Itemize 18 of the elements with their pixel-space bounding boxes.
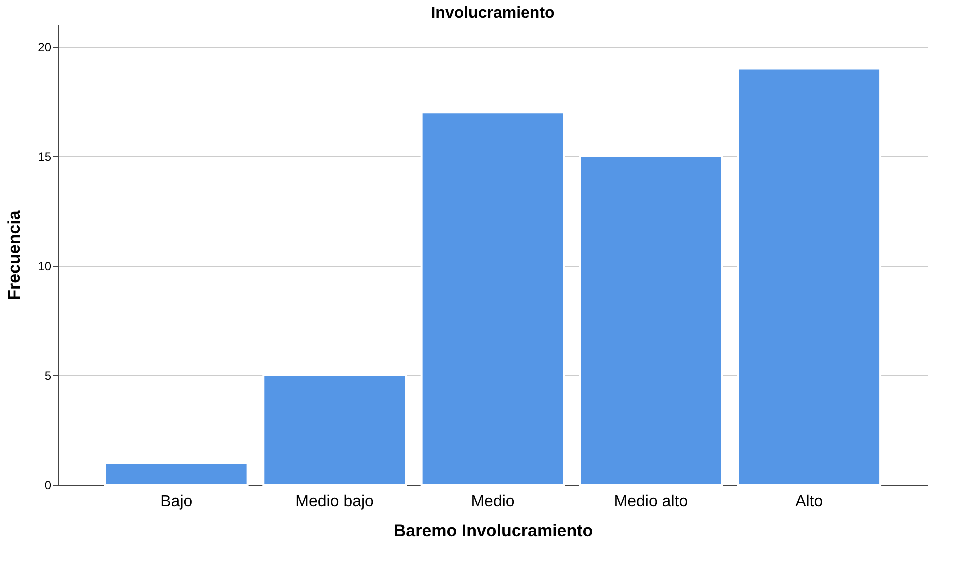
- y-tick-label: 5: [44, 368, 52, 383]
- bar: [104, 462, 249, 486]
- bar: [579, 155, 724, 486]
- x-tick-label: Medio: [471, 494, 515, 510]
- bar: [262, 374, 407, 486]
- bar: [737, 68, 882, 486]
- x-tick-label: Medio bajo: [296, 494, 374, 510]
- y-tick-label: 0: [44, 478, 52, 492]
- y-axis-title: Frecuencia: [5, 210, 24, 300]
- y-tick-label: 15: [38, 150, 52, 164]
- x-tick-label: Medio alto: [614, 494, 688, 510]
- y-tick-label: 20: [38, 40, 52, 54]
- y-tick-label: 10: [38, 259, 52, 274]
- x-tick-label: Alto: [796, 494, 824, 510]
- x-tick-label: Bajo: [160, 494, 193, 510]
- bar: [420, 112, 566, 486]
- chart-title: Involucramiento: [431, 5, 556, 22]
- x-axis-title: Baremo Involucramiento: [394, 522, 594, 540]
